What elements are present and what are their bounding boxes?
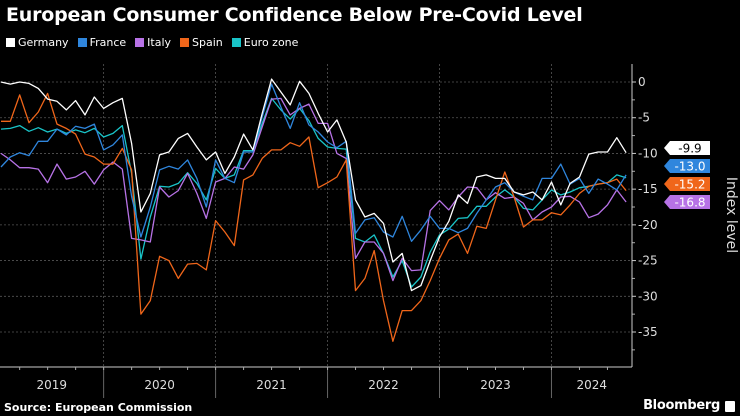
series-line-euro-zone <box>0 97 627 288</box>
chart-title: European Consumer Confidence Below Pre-C… <box>6 4 583 26</box>
y-axis: 0 -5 -10 -15 -20 -25 -30 -35 <box>631 64 658 367</box>
end-labels: -9.9 -13.0 -15.2 -16.8 <box>664 141 710 210</box>
end-label-france: -13.0 <box>664 159 710 174</box>
x-axis: 2019 2020 2021 2022 2023 2024 <box>0 366 632 398</box>
series-line-spain <box>1 92 627 342</box>
legend-label: Euro zone <box>243 36 299 49</box>
y-axis-label: Index level <box>723 177 739 253</box>
x-tick-label: 2022 <box>368 378 399 392</box>
y-tick-label: -5 <box>638 111 650 125</box>
y-tick-label: -10 <box>638 146 658 160</box>
x-tick-label: 2021 <box>256 378 287 392</box>
legend-label: France <box>89 36 127 49</box>
y-tick-label: -30 <box>638 289 658 303</box>
end-label-tag <box>664 141 710 155</box>
end-label-italy: -16.8 <box>664 195 710 210</box>
legend-swatch <box>231 38 241 47</box>
x-tick-label: 2019 <box>37 378 68 392</box>
legend: Germany France Italy Spain Euro zone <box>6 36 298 49</box>
y-tick-label: -20 <box>638 218 658 232</box>
legend-swatch <box>180 38 190 47</box>
legend-swatch <box>77 38 87 47</box>
legend-swatch <box>6 38 15 47</box>
legend-item-euro-zone: Euro zone <box>231 36 299 49</box>
end-label-spain: -15.2 <box>664 177 710 192</box>
x-tick-label: 2020 <box>144 378 175 392</box>
x-tick-label: 2024 <box>576 378 607 392</box>
end-label-tag <box>664 177 710 191</box>
end-label-value: -13.0 <box>674 160 705 174</box>
end-label-value: -16.8 <box>674 196 705 210</box>
series-lines <box>0 78 627 342</box>
series-line-france <box>0 83 627 242</box>
legend-label: Spain <box>192 36 223 49</box>
y-tick-label: -35 <box>638 325 658 339</box>
series-line-italy <box>0 97 627 282</box>
legend-item-germany: Germany <box>6 36 69 49</box>
legend-label: Italy <box>147 36 172 49</box>
series-line-germany <box>0 78 627 292</box>
legend-item-france: France <box>77 36 127 49</box>
bloomberg-logo: Bloomberg <box>643 398 720 413</box>
legend-label: Germany <box>18 36 69 49</box>
end-label-germany: -9.9 <box>664 141 710 156</box>
x-tick-label: 2023 <box>480 378 511 392</box>
end-label-value: -9.9 <box>678 142 701 156</box>
end-label-tag <box>664 159 710 173</box>
y-tick-label: 0 <box>638 75 646 89</box>
legend-item-italy: Italy <box>135 36 171 49</box>
y-tick-label: -15 <box>638 182 658 196</box>
bloomberg-terminal-icon <box>725 401 735 412</box>
source-note: Source: European Commission <box>4 401 193 414</box>
legend-swatch <box>135 38 145 47</box>
y-tick-label: -25 <box>638 254 658 268</box>
legend-item-spain: Spain <box>180 36 223 49</box>
end-label-tag <box>664 195 710 209</box>
end-label-value: -15.2 <box>674 178 705 192</box>
